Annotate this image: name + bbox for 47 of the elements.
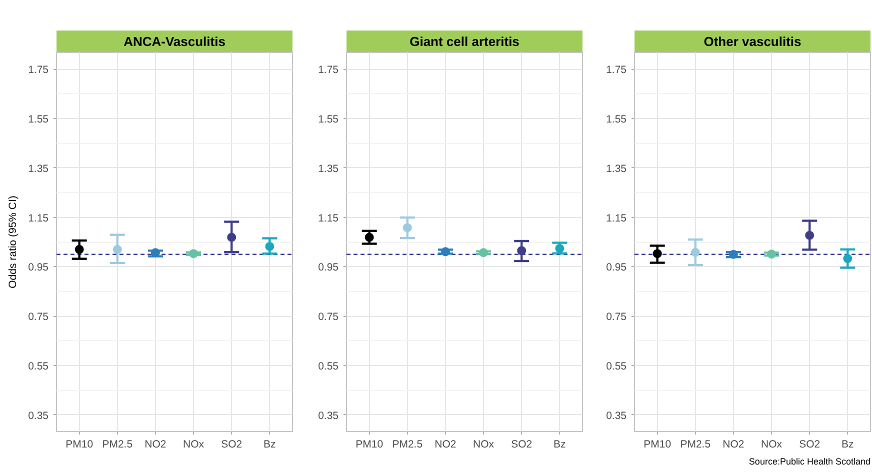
y-axis-title: Odds ratio (95% CI) [7,196,20,288]
y-tick-label: 1.55 [28,113,49,126]
y-tick-label: 1.55 [318,113,339,126]
x-tick-label: PM2.5 [392,438,423,450]
x-tick-label: SO2 [799,438,820,450]
y-tick-label: 0.95 [318,262,339,274]
y-tick-label: 1.35 [318,162,339,175]
y-tick-label: 0.35 [606,410,627,422]
x-tick-label: Bz [554,438,566,450]
x-tick-label: NO2 [722,438,744,450]
x-tick-label: PM2.5 [680,438,711,450]
x-tick-label: PM10 [66,438,94,450]
y-tick-label: 1.75 [606,64,627,76]
y-tick-label: 0.35 [28,410,49,422]
y-tick-label: 0.55 [318,360,339,373]
y-tick-label: 0.95 [28,262,49,274]
x-tick-label: PM10 [356,438,384,450]
y-tick-label: 1.15 [606,212,627,224]
chart-title: Other vasculitis [704,34,802,49]
chart-title: ANCA-Vasculitis [124,34,226,49]
x-tick-label: Bz [264,438,276,450]
y-tick-label: 1.55 [606,113,627,126]
y-tick-label: 1.35 [606,162,627,175]
y-tick-label: 0.55 [606,360,627,373]
x-tick-label: NOx [473,438,495,450]
source-note: Source:Public Health Scotland [748,456,871,466]
y-tick-label: 0.55 [28,360,49,373]
y-tick-label: 0.75 [318,311,339,324]
y-tick-label: 1.75 [318,64,339,76]
x-tick-label: NOx [183,438,205,450]
y-tick-label: 0.35 [318,410,339,422]
chart-title: Giant cell arteritis [410,34,520,49]
x-tick-label: SO2 [511,438,532,450]
x-tick-label: PM2.5 [102,438,133,450]
x-tick-label: PM10 [644,438,672,450]
y-tick-label: 0.75 [28,311,49,324]
y-tick-label: 1.75 [28,64,49,76]
x-tick-label: NO2 [434,438,456,450]
x-tick-label: NOx [761,438,783,450]
x-tick-label: NO2 [144,438,166,450]
y-tick-label: 1.15 [318,212,339,224]
y-tick-label: 1.15 [28,212,49,224]
y-tick-label: 0.95 [606,262,627,274]
y-tick-label: 0.75 [606,311,627,324]
y-tick-label: 1.35 [28,162,49,175]
x-tick-label: SO2 [221,438,242,450]
x-tick-label: Bz [842,438,854,450]
